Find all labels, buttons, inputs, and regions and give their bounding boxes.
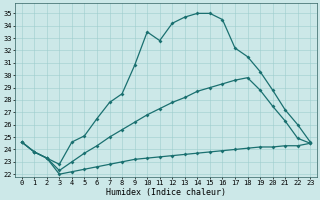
X-axis label: Humidex (Indice chaleur): Humidex (Indice chaleur) (106, 188, 226, 197)
